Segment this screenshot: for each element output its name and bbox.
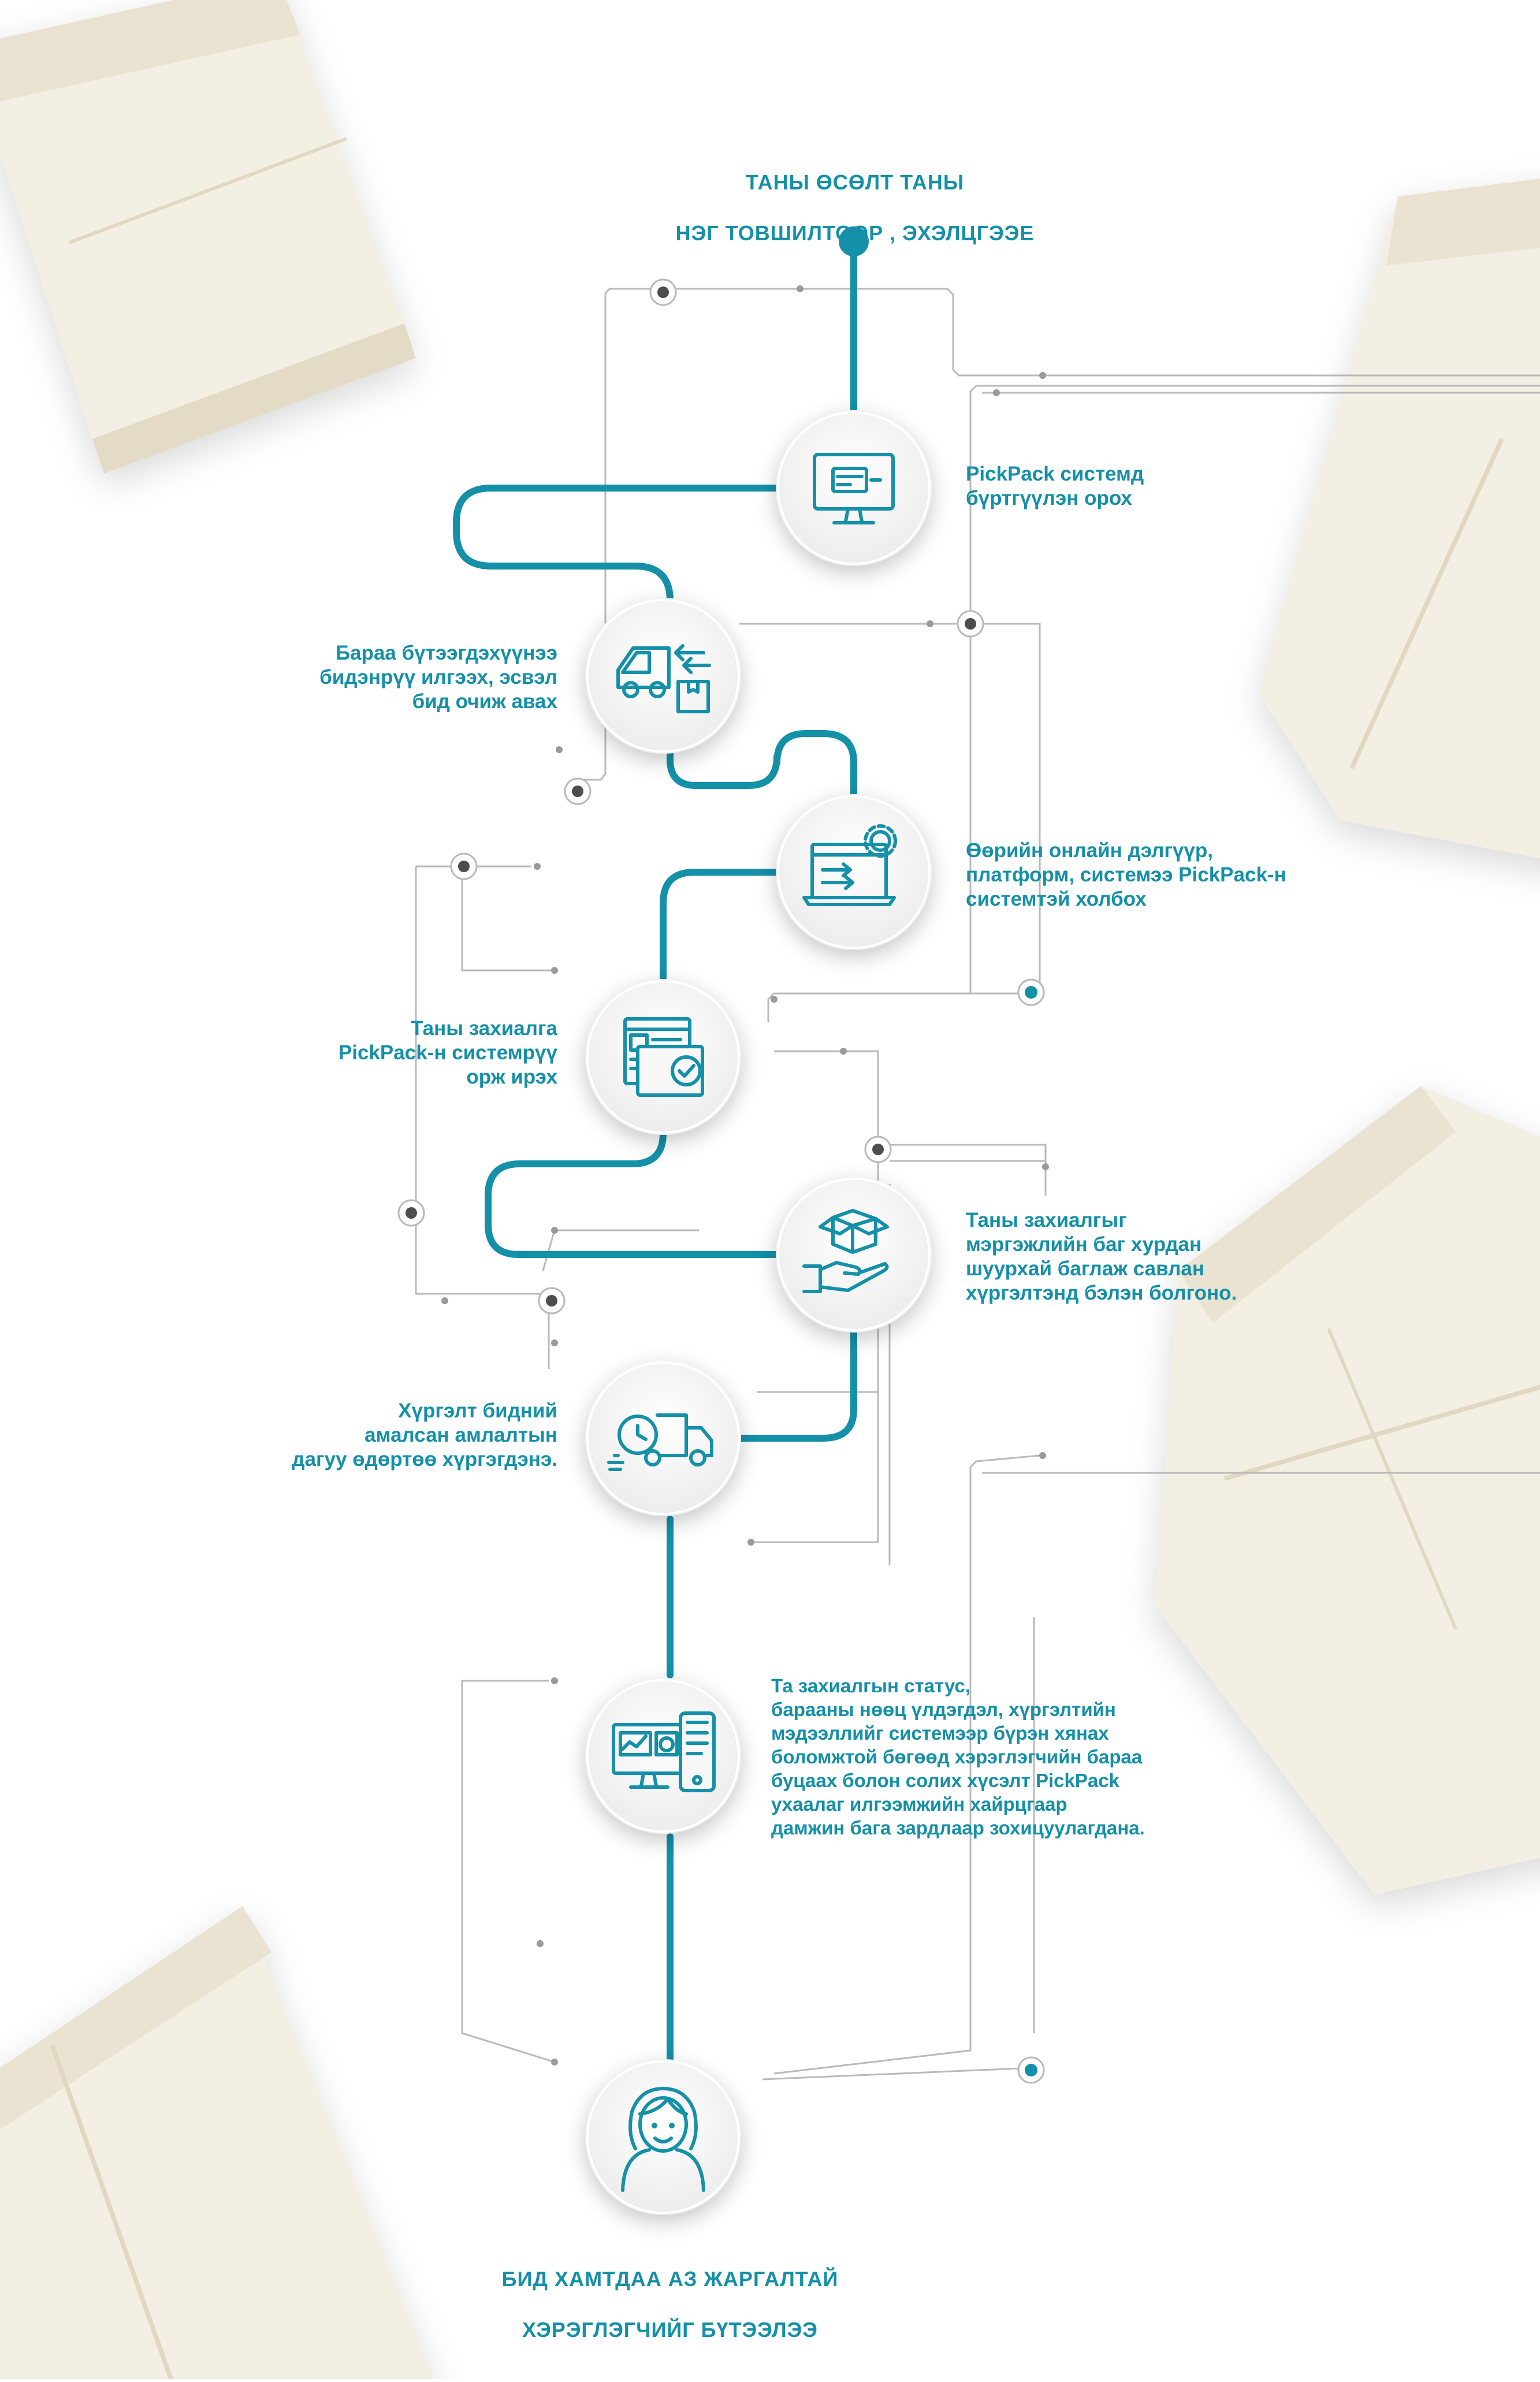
step-circle-6 <box>585 1360 741 1516</box>
box-right-upper <box>1259 178 1540 858</box>
smiling-person-icon <box>621 2087 705 2192</box>
header-line-2: НЭГ ТОВШИЛТООР , ЭХЭЛЦГЭЭЕ <box>675 221 1035 245</box>
step-4-label: Таны захиалга PickPack-н системрүү орж и… <box>338 1017 557 1088</box>
teal-node <box>1017 978 1045 1006</box>
box-right-lower <box>1155 1086 1540 1895</box>
step-circles <box>585 410 932 2215</box>
box-top-left <box>0 0 416 474</box>
header-title: ТАНЫ ӨСӨЛТ ТАНЫ НЭГ ТОВШИЛТООР , ЭХЭЛЦГЭ… <box>578 144 1132 246</box>
hand-box-icon <box>802 1209 889 1293</box>
step-6-label: Хүргэлт бидний амалсан амлалтын дагуу өд… <box>292 1400 557 1471</box>
step-5-label: Таны захиалгыг мэргэжлийн баг хурдан шуу… <box>966 1209 1237 1304</box>
teal-node <box>1017 2056 1045 2084</box>
ring-node <box>538 1287 566 1315</box>
header-line-1: ТАНЫ ӨСӨЛТ ТАНЫ <box>745 170 965 194</box>
truck-clock-icon <box>607 1413 713 1471</box>
order-checklist-icon <box>623 1017 704 1097</box>
ring-node <box>864 1136 892 1163</box>
ring-node <box>450 853 478 880</box>
ring-node <box>649 278 677 306</box>
step-2-label: Бараа бүтээгдэхүүнээ бидэнрүү илгээх, эс… <box>319 642 557 713</box>
footer-line-1: БИД ХАМТДАА АЗ ЖАРГАЛТАЙ <box>501 2267 839 2291</box>
step-circle-7 <box>585 1678 741 1834</box>
computer-card-icon <box>813 453 895 524</box>
ring-node <box>564 777 592 805</box>
step-circle-1 <box>776 410 932 566</box>
step-3-label: Өөрийн онлайн дэлгүүр, платформ, системэ… <box>966 839 1286 910</box>
footer-line-2: ХЭРЭГЛЭГЧИЙГ БҮТЭЭЛЭЭ <box>522 2318 818 2342</box>
monitor-dashboard-icon <box>612 1711 716 1792</box>
step-circle-8 <box>585 2059 741 2215</box>
step-7-label: Та захиалгын статус, барааны нөөц үлдэгд… <box>771 1675 1145 1838</box>
box-bottom-left <box>0 1906 436 2382</box>
step-circle-3 <box>776 794 932 950</box>
step-circle-4 <box>585 979 741 1135</box>
footer-title: БИД ХАМТДАА АЗ ЖАРГАЛТАЙ ХЭРЭГЛЭГЧИЙГ БҮ… <box>439 2241 901 2343</box>
van-delivery-icon <box>616 644 711 713</box>
step-circle-5 <box>776 1177 932 1333</box>
connector-dots <box>441 285 1049 2065</box>
ring-node <box>957 610 984 638</box>
laptop-gear-icon <box>802 824 897 906</box>
step-1-label: PickPack системд бүртгүүлэн орох <box>966 463 1144 509</box>
ring-node <box>397 1199 425 1227</box>
step-circle-2 <box>585 598 741 754</box>
ring-node-markers <box>397 278 1045 2084</box>
